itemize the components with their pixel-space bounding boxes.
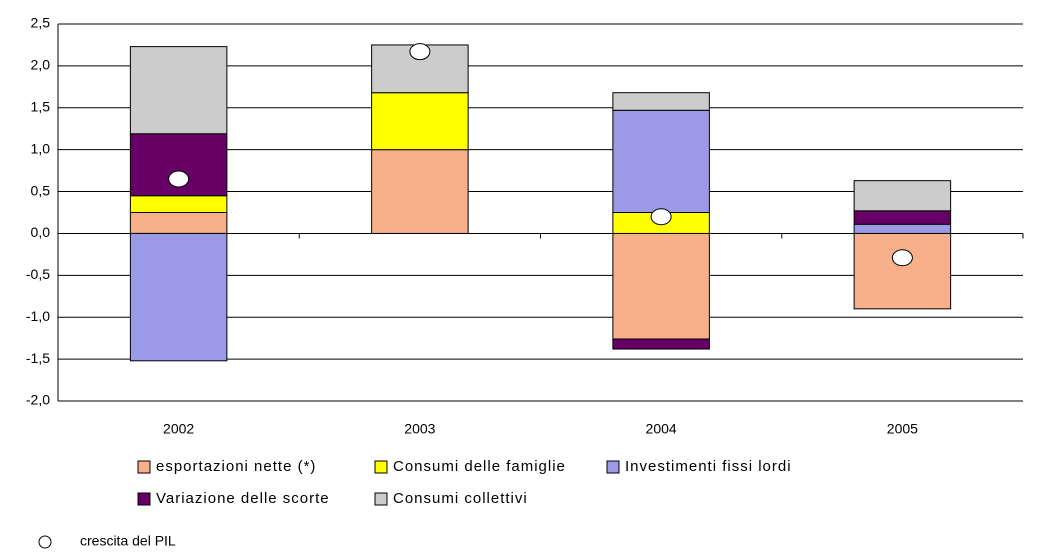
y-tick-label: -0,5: [26, 266, 50, 282]
bar-segment: [853, 210, 952, 225]
y-tick-label: 0,0: [31, 224, 51, 240]
x-tick-label: 2005: [887, 421, 918, 437]
bar-segment: [371, 92, 469, 151]
legend-swatch: [374, 460, 388, 474]
bar-segment: [853, 232, 952, 310]
bar-segment: [129, 46, 228, 135]
legend-swatch: [606, 460, 620, 474]
bar-segment: [612, 92, 710, 111]
legend-label: esportazioni nette (*): [156, 458, 316, 475]
legend-label: crescita del PIL: [80, 533, 176, 549]
y-tick-label: 2,5: [31, 15, 51, 31]
legend-swatch: [374, 492, 388, 506]
gdp-point: [891, 249, 913, 267]
x-tick-label: 2004: [646, 421, 677, 437]
gdp-point: [168, 170, 190, 188]
bar-segment: [371, 44, 469, 94]
bar-segment: [612, 109, 710, 213]
gdp-point: [650, 208, 672, 226]
bar-segment: [129, 212, 228, 234]
y-tick-label: 2,0: [31, 57, 51, 73]
y-tick-label: 1,0: [31, 140, 51, 156]
bar-segment: [612, 232, 710, 340]
legend-label: Investimenti fissi lordi: [625, 458, 792, 475]
x-tick-label: 2002: [163, 421, 194, 437]
bar-segment: [612, 338, 710, 350]
legend-label: Variazione delle scorte: [156, 490, 330, 507]
gdp-point: [409, 43, 431, 61]
y-tick-label: -1,5: [26, 350, 50, 366]
bar-segment: [129, 232, 228, 362]
y-tick-label: -1,0: [26, 308, 50, 324]
y-tick-label: 1,5: [31, 98, 51, 114]
legend-swatch: [38, 535, 52, 549]
legend-label: Consumi collettivi: [393, 490, 528, 507]
legend-swatch: [137, 460, 151, 474]
bar-segment: [853, 223, 952, 234]
y-tick-label: -2,0: [26, 392, 50, 408]
bar-segment: [129, 195, 228, 214]
legend-swatch: [137, 492, 151, 506]
bar-segment: [371, 149, 469, 234]
legend-label: Consumi delle famiglie: [393, 458, 566, 475]
y-tick-label: 0,5: [31, 182, 51, 198]
bar-segment: [853, 180, 952, 212]
x-tick-label: 2003: [404, 421, 435, 437]
